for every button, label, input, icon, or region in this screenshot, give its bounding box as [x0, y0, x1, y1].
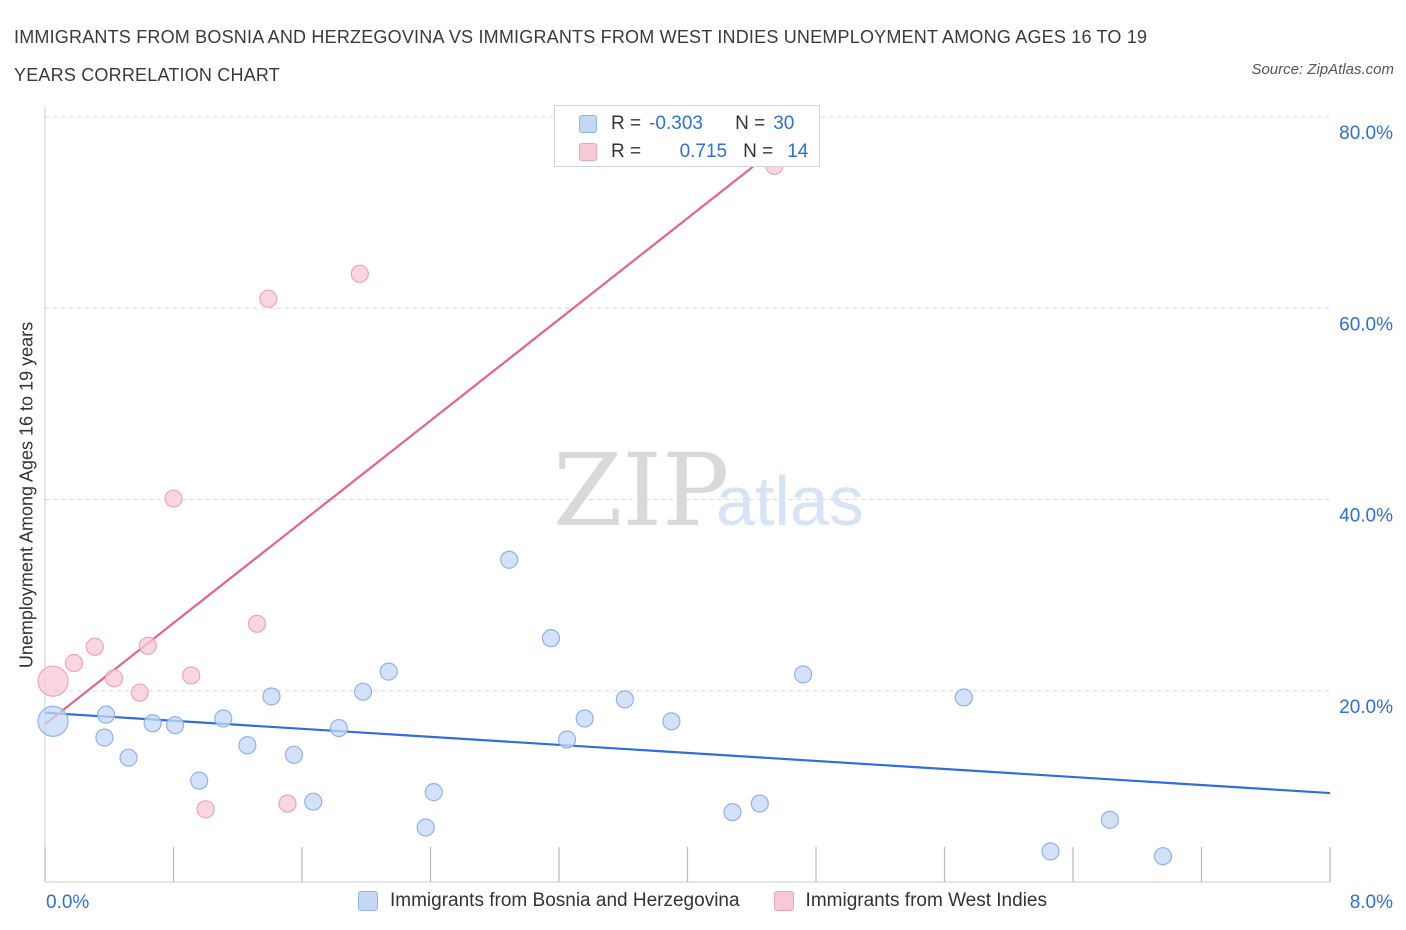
legend-swatch-pink	[773, 891, 794, 911]
point-bosnia	[541, 629, 561, 648]
point-bosnia	[1153, 847, 1173, 866]
y-tick-label: 40.0%	[1339, 506, 1393, 527]
point-west-indies	[247, 614, 267, 633]
watermark-atlas: atlas	[716, 462, 864, 540]
point-bosnia	[500, 550, 519, 569]
point-bosnia	[424, 783, 443, 802]
chart-title: IMMIGRANTS FROM BOSNIA AND HERZEGOVINA V…	[14, 27, 1148, 85]
point-bosnia	[1041, 842, 1060, 861]
point-bosnia	[954, 688, 973, 707]
point-bosnia	[37, 705, 69, 737]
legend-swatch-pink	[579, 143, 597, 161]
point-west-indies	[64, 653, 84, 673]
point-bosnia	[615, 690, 634, 709]
watermark-zip: ZIP	[553, 432, 729, 549]
point-bosnia	[379, 662, 398, 681]
point-bosnia	[190, 771, 209, 790]
point-bosnia	[95, 728, 114, 747]
point-bosnia	[750, 794, 769, 813]
correlation-legend: R = -0.303 N = 30 R = 0.715 N = 14	[554, 105, 820, 167]
r-label: R =	[611, 141, 642, 162]
point-bosnia	[416, 818, 435, 837]
point-west-indies	[37, 665, 69, 697]
r-value: 0.715	[649, 141, 728, 163]
point-west-indies	[130, 683, 149, 702]
point-bosnia	[557, 730, 577, 749]
point-bosnia	[96, 705, 116, 724]
trendline-bosnia	[44, 711, 1331, 795]
point-west-indies	[350, 264, 369, 283]
r-label: R =	[611, 113, 642, 134]
legend-swatch-blue	[358, 891, 378, 911]
point-bosnia	[119, 748, 138, 767]
r-value-text: 0.715	[679, 141, 728, 162]
point-bosnia	[214, 709, 233, 728]
point-bosnia	[662, 712, 681, 731]
x-tick-label: 8.0%	[1350, 892, 1393, 913]
legend-label-west-indies: Immigrants from West Indies	[805, 890, 1047, 911]
point-west-indies	[278, 794, 297, 813]
y-axis-label: Unemployment Among Ages 16 to 19 years	[16, 321, 37, 669]
trendline-west-indies	[44, 116, 817, 726]
point-bosnia	[1100, 810, 1120, 829]
point-west-indies	[182, 666, 201, 685]
point-bosnia	[794, 665, 813, 684]
n-value: 14	[787, 141, 809, 162]
n-label: N =	[735, 113, 766, 134]
legend-row-west-indies: R = 0.715 N = 14	[579, 140, 808, 164]
legend-swatch-blue	[579, 115, 597, 133]
legend-item-west-indies[interactable]: Immigrants from West Indies	[773, 890, 1047, 912]
n-label: N =	[743, 141, 774, 162]
tick-labels: 20.0% 40.0% 60.0% 80.0% 0.0% 8.0%	[46, 123, 1393, 913]
grid-lines	[45, 116, 1330, 692]
point-bosnia	[166, 716, 185, 735]
point-bosnia	[284, 745, 304, 764]
legend-row-bosnia: R = -0.303 N = 30	[579, 112, 794, 136]
point-bosnia	[238, 736, 257, 755]
series-legend: Immigrants from Bosnia and Herzegovina I…	[358, 890, 1081, 912]
n-value: 30	[773, 113, 795, 134]
point-bosnia	[143, 714, 162, 733]
point-bosnia	[575, 709, 594, 728]
r-value: -0.303	[649, 113, 703, 134]
point-bosnia	[329, 718, 349, 738]
y-tick-label: 20.0%	[1339, 697, 1393, 718]
point-bosnia	[723, 803, 742, 822]
y-tick-label: 80.0%	[1339, 123, 1393, 144]
point-bosnia	[353, 682, 373, 701]
y-tick-label: 60.0%	[1339, 314, 1393, 335]
point-bosnia	[304, 792, 323, 811]
x-tick-label: 0.0%	[46, 892, 89, 913]
point-west-indies	[196, 800, 215, 819]
legend-item-bosnia[interactable]: Immigrants from Bosnia and Herzegovina	[358, 890, 740, 912]
data-points	[37, 156, 1173, 866]
point-bosnia	[262, 687, 281, 706]
point-west-indies	[259, 289, 278, 308]
axes	[44, 107, 1331, 883]
legend-label-bosnia: Immigrants from Bosnia and Herzegovina	[390, 890, 740, 911]
point-west-indies	[164, 489, 183, 508]
point-west-indies	[104, 669, 124, 688]
point-west-indies	[138, 636, 157, 655]
trend-lines	[44, 116, 1331, 795]
point-west-indies	[85, 637, 104, 656]
source-label: Source: ZipAtlas.com	[1251, 61, 1394, 78]
